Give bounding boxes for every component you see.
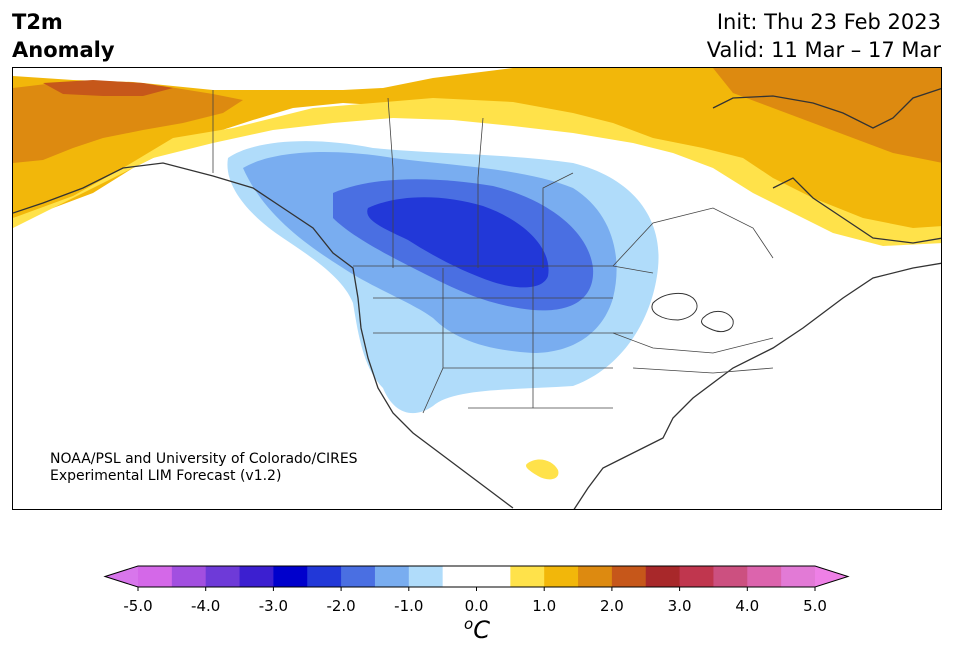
warm-anomaly-baja: [526, 459, 559, 480]
init-date: Init: Thu 23 Feb 2023: [716, 10, 941, 34]
warm-anomaly-east: [713, 68, 941, 163]
colorbar-under-arrow: [105, 566, 138, 587]
credit-line-1: NOAA/PSL and University of Colorado/CIRE…: [50, 451, 358, 467]
colorbar-tick-label: 2.0: [599, 597, 624, 615]
colorbar-segment: [205, 566, 241, 587]
colorbar-segment: [747, 566, 782, 587]
warm-anomaly-hot: [43, 80, 173, 96]
forecast-dates: Init: Thu 23 Feb 2023 Valid: 11 Mar – 17…: [707, 8, 941, 64]
colorbar-segment: [341, 566, 376, 587]
colorbar-tick-label: -3.0: [258, 597, 289, 615]
map-title: T2m Anomaly: [12, 8, 115, 64]
colorbar: [103, 565, 850, 591]
colorbar-segment: [307, 566, 342, 587]
colorbar-segment: [171, 566, 207, 587]
map-panel: NOAA/PSL and University of Colorado/CIRE…: [12, 67, 942, 510]
colorbar-segment: [578, 566, 613, 587]
variable-label: T2m: [12, 10, 63, 34]
colorbar-segment: [781, 566, 816, 587]
colorbar-tick-label: -2.0: [326, 597, 356, 615]
valid-date: Valid: 11 Mar – 17 Mar: [706, 38, 941, 62]
unit-degree: o: [464, 615, 474, 633]
warm-anomaly-deep: [13, 82, 243, 163]
warm-anomaly-light: [13, 98, 941, 246]
unit-letter: C: [473, 616, 490, 644]
colorbar-tick-label: 4.0: [735, 597, 760, 615]
colorbar-segment: [713, 566, 748, 587]
colorbar-segment: [645, 566, 681, 587]
colorbar-segment: [611, 566, 647, 587]
colorbar-segment: [374, 566, 410, 587]
colorbar-tick-label: 5.0: [803, 597, 827, 615]
colorbar-segment: [476, 566, 511, 587]
colorbar-segment: [273, 566, 308, 587]
credit-line-2: Experimental LIM Forecast (v1.2): [50, 468, 282, 484]
colorbar-segment: [544, 566, 579, 587]
colorbar-segment: [679, 566, 714, 587]
colorbar-tick-label: -1.0: [394, 597, 424, 615]
colorbar-tick-label: -4.0: [191, 597, 221, 615]
anomaly-map: [13, 68, 941, 509]
credit-text: NOAA/PSL and University of Colorado/CIRE…: [50, 451, 358, 485]
colorbar-segment: [510, 566, 545, 587]
colorbar-tick-label: 0.0: [464, 597, 489, 615]
colorbar-over-arrow: [815, 566, 848, 587]
colorbar-tick-label: 3.0: [667, 597, 692, 615]
colorbar-tick-label: -5.0: [123, 597, 153, 615]
colorbar-tick-label: 1.0: [532, 597, 557, 615]
unit-label: oC: [464, 615, 490, 644]
colorbar-segment: [408, 566, 444, 587]
anomaly-label: Anomaly: [12, 38, 115, 62]
colorbar-segment: [138, 566, 173, 587]
colorbar-segment: [239, 566, 274, 587]
political-borders: [212, 90, 774, 414]
cool-anomaly-core: [367, 197, 549, 288]
colorbar-segment: [442, 566, 477, 587]
great-lakes: [651, 292, 734, 333]
coastlines: [13, 87, 941, 509]
warm-anomaly-area: [13, 68, 941, 243]
